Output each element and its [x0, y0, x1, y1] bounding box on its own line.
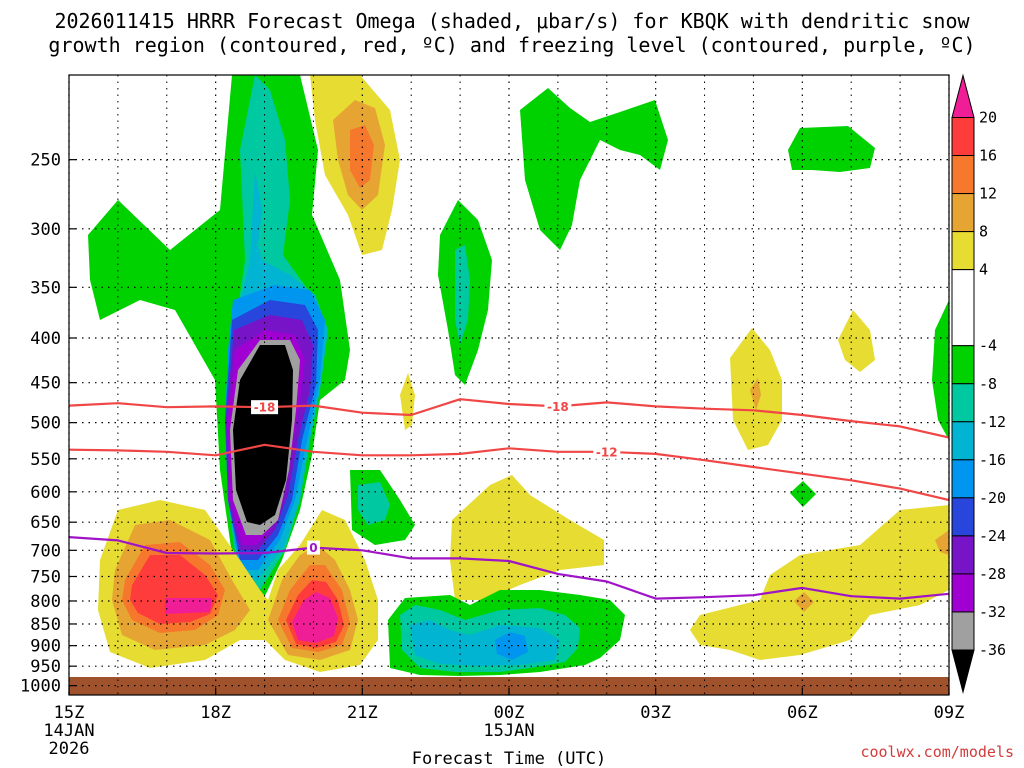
credit-text: coolwx.com/models — [860, 743, 1014, 761]
x-axis-title: Forecast Time (UTC) — [412, 749, 606, 768]
y-tick-label-550: 550 — [30, 450, 61, 470]
y-tick-label-400: 400 — [30, 329, 61, 349]
x-tick-year-15Z: 2026 — [49, 739, 90, 759]
dgz-contour--12-label-bg — [593, 444, 621, 459]
y-tick-label-650: 650 — [30, 513, 61, 533]
x-tick-label-15Z: 15Z — [54, 703, 85, 723]
colorbar-bottom-triangle — [951, 649, 975, 694]
y-tick-label-1000: 1000 — [20, 677, 61, 697]
freezing-level-contour-label: 0 — [309, 541, 317, 555]
colorbar-label--28: -28 — [979, 565, 1006, 583]
omega-area-green-edge-09z — [932, 300, 949, 440]
freezing-level-contour-label-bg — [306, 540, 320, 555]
title-line-2: growth region (contoured, red, ºC) and f… — [48, 33, 975, 57]
y-tick-label-900: 900 — [30, 637, 61, 657]
omega-area-gold-mid-05z — [750, 378, 761, 410]
y-tick-label-250: 250 — [30, 151, 61, 171]
title-line-1: 2026011415 HRRR Forecast Omega (shaded, … — [54, 9, 970, 33]
omega-area-teal-column-23z — [455, 245, 470, 345]
contour-labels: -18 -18 -12 0 — [251, 399, 621, 555]
x-tick-sublabel-15Z: 14JAN — [43, 721, 94, 741]
y-tick-label-850: 850 — [30, 615, 61, 635]
omega-area-black-core — [233, 345, 293, 525]
x-tick-label-18Z: 18Z — [200, 703, 231, 723]
colorbar-band — [951, 231, 975, 271]
colorbar-label-4: 4 — [979, 261, 988, 279]
dgz-contour--18-label-bg — [251, 400, 279, 415]
colorbar-band — [951, 155, 975, 195]
colorbar-label--36: -36 — [979, 641, 1006, 659]
colorbar-band — [951, 497, 975, 537]
colorbar-label--8: -8 — [979, 375, 997, 393]
colorbar-band — [951, 269, 975, 347]
dgz-contour--12-line — [69, 443, 949, 502]
omega-area-green-cell-06z — [790, 481, 816, 507]
colorbar-label--24: -24 — [979, 527, 1006, 545]
omega-area-green-upper-06z — [788, 126, 875, 172]
colorbar-label--20: -20 — [979, 489, 1006, 507]
contour-lines — [69, 398, 949, 600]
omega-area-gold-low-06z — [794, 592, 814, 612]
colorbar-band — [951, 611, 975, 651]
colorbar-band — [951, 535, 975, 575]
dgz-contour--18-label-bg — [544, 399, 572, 414]
y-tick-label-800: 800 — [30, 592, 61, 612]
dgz-contour--18-label: -18 — [254, 401, 276, 415]
colorbar-top-triangle — [951, 73, 975, 118]
omega-area-yellow-mid-07z — [838, 310, 875, 372]
dgz-contour--12-label: -12 — [596, 445, 618, 459]
freezing-level-contour-line — [69, 536, 949, 600]
y-tick-label-450: 450 — [30, 374, 61, 394]
omega-area-gold-low-09z — [935, 530, 949, 555]
y-tick-label-950: 950 — [30, 657, 61, 677]
y-tick-label-350: 350 — [30, 278, 61, 298]
colorbar-label-16: 16 — [979, 147, 997, 165]
colorbar-band — [951, 573, 975, 613]
omega-area-pink-low-left — [165, 598, 212, 614]
colorbar-band — [951, 459, 975, 499]
omega-area-pink-low-mid — [292, 592, 338, 643]
colorbar-label-20: 20 — [979, 109, 997, 127]
colorbar-band — [951, 383, 975, 423]
y-tick-label-600: 600 — [30, 483, 61, 503]
dgz-contour--18-label: -18 — [547, 400, 569, 414]
y-tick-label-750: 750 — [30, 567, 61, 587]
x-tick-label-03Z: 03Z — [640, 703, 671, 723]
dgz-contour--18-line — [69, 398, 949, 439]
omega-area-yellow-low-00z — [450, 475, 604, 600]
y-tick-label-300: 300 — [30, 220, 61, 240]
omega-area-teal-cell-21z — [358, 482, 390, 525]
colorbar-label--4: -4 — [979, 337, 997, 355]
x-tick-label-06Z: 06Z — [787, 703, 818, 723]
colorbar-label--16: -16 — [979, 451, 1006, 469]
colorbar-band — [951, 117, 975, 157]
colorbar-label-12: 12 — [979, 185, 997, 203]
omega-area-yellow-low-06z — [690, 505, 949, 660]
y-tick-label-500: 500 — [30, 414, 61, 434]
x-tick-label-09Z: 09Z — [934, 703, 965, 723]
x-tick-label-00Z: 00Z — [494, 703, 525, 723]
x-tick-sublabel-00Z: 15JAN — [483, 721, 534, 741]
omega-area-green-upper-00z — [520, 88, 668, 250]
omega-area-orange-upper-mid — [350, 125, 374, 188]
colorbar: 20 16 12 8 4 -4 -8 -12 -16 -20 -24 -28 -32 -36 — [951, 73, 1006, 694]
colorbar-label-8: 8 — [979, 223, 988, 241]
colorbar-band — [951, 193, 975, 233]
y-axis-pressure: 2503003504004505005506006507007508008509… — [20, 151, 76, 697]
omega-shading — [88, 75, 949, 676]
x-tick-label-21Z: 21Z — [347, 703, 378, 723]
colorbar-label--32: -32 — [979, 603, 1006, 621]
colorbar-band — [951, 421, 975, 461]
colorbar-band — [951, 345, 975, 385]
colorbar-label--12: -12 — [979, 413, 1006, 431]
y-tick-label-700: 700 — [30, 541, 61, 561]
